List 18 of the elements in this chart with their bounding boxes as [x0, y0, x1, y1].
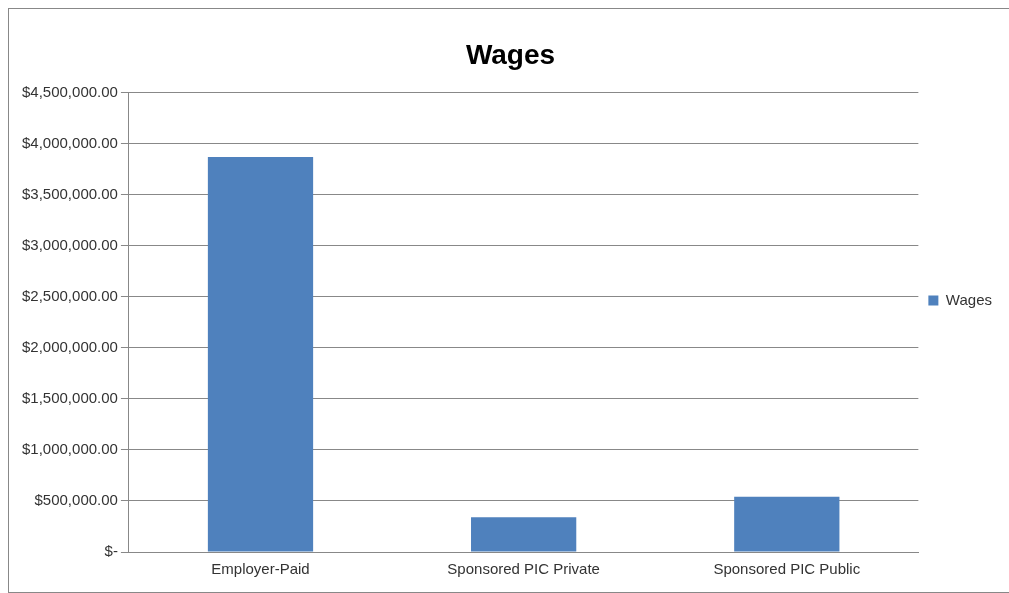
- bar: [207, 156, 314, 552]
- legend-label: Wages: [945, 290, 993, 308]
- y-tick-label: $2,000,000.00: [21, 337, 118, 355]
- chart-title: Wages: [465, 38, 556, 70]
- x-tick-label: Sponsored PIC Public: [713, 560, 861, 578]
- y-tick-label: $3,500,000.00: [21, 184, 118, 202]
- bar: [734, 496, 840, 552]
- y-tick-label: $1,000,000.00: [21, 440, 118, 458]
- y-tick-label: $3,000,000.00: [21, 235, 118, 253]
- x-tick-label: Sponsored PIC Private: [447, 560, 600, 578]
- y-tick-label: $4,500,000.00: [21, 82, 118, 100]
- y-tick-label: $500,000.00: [34, 491, 118, 509]
- y-tick-label: $4,000,000.00: [21, 133, 118, 151]
- x-tick-label: Employer-Paid: [211, 560, 310, 578]
- y-tick-label: $1,500,000.00: [21, 389, 118, 407]
- y-tick-label: $-: [104, 542, 118, 560]
- y-tick-label: $2,500,000.00: [21, 286, 118, 304]
- bar: [471, 517, 577, 552]
